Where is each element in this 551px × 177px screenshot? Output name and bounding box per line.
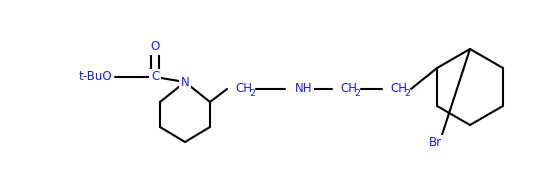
Text: t-BuO: t-BuO [78,70,112,84]
Text: O: O [150,41,160,53]
Text: C: C [151,70,159,84]
Text: Br: Br [429,136,441,149]
Text: N: N [181,76,190,88]
Text: 2: 2 [354,88,360,98]
Text: CH: CH [235,82,252,96]
Text: 2: 2 [404,88,410,98]
Text: CH: CH [390,82,407,96]
Text: CH: CH [340,82,357,96]
Text: NH: NH [295,82,312,96]
Text: 2: 2 [249,88,255,98]
